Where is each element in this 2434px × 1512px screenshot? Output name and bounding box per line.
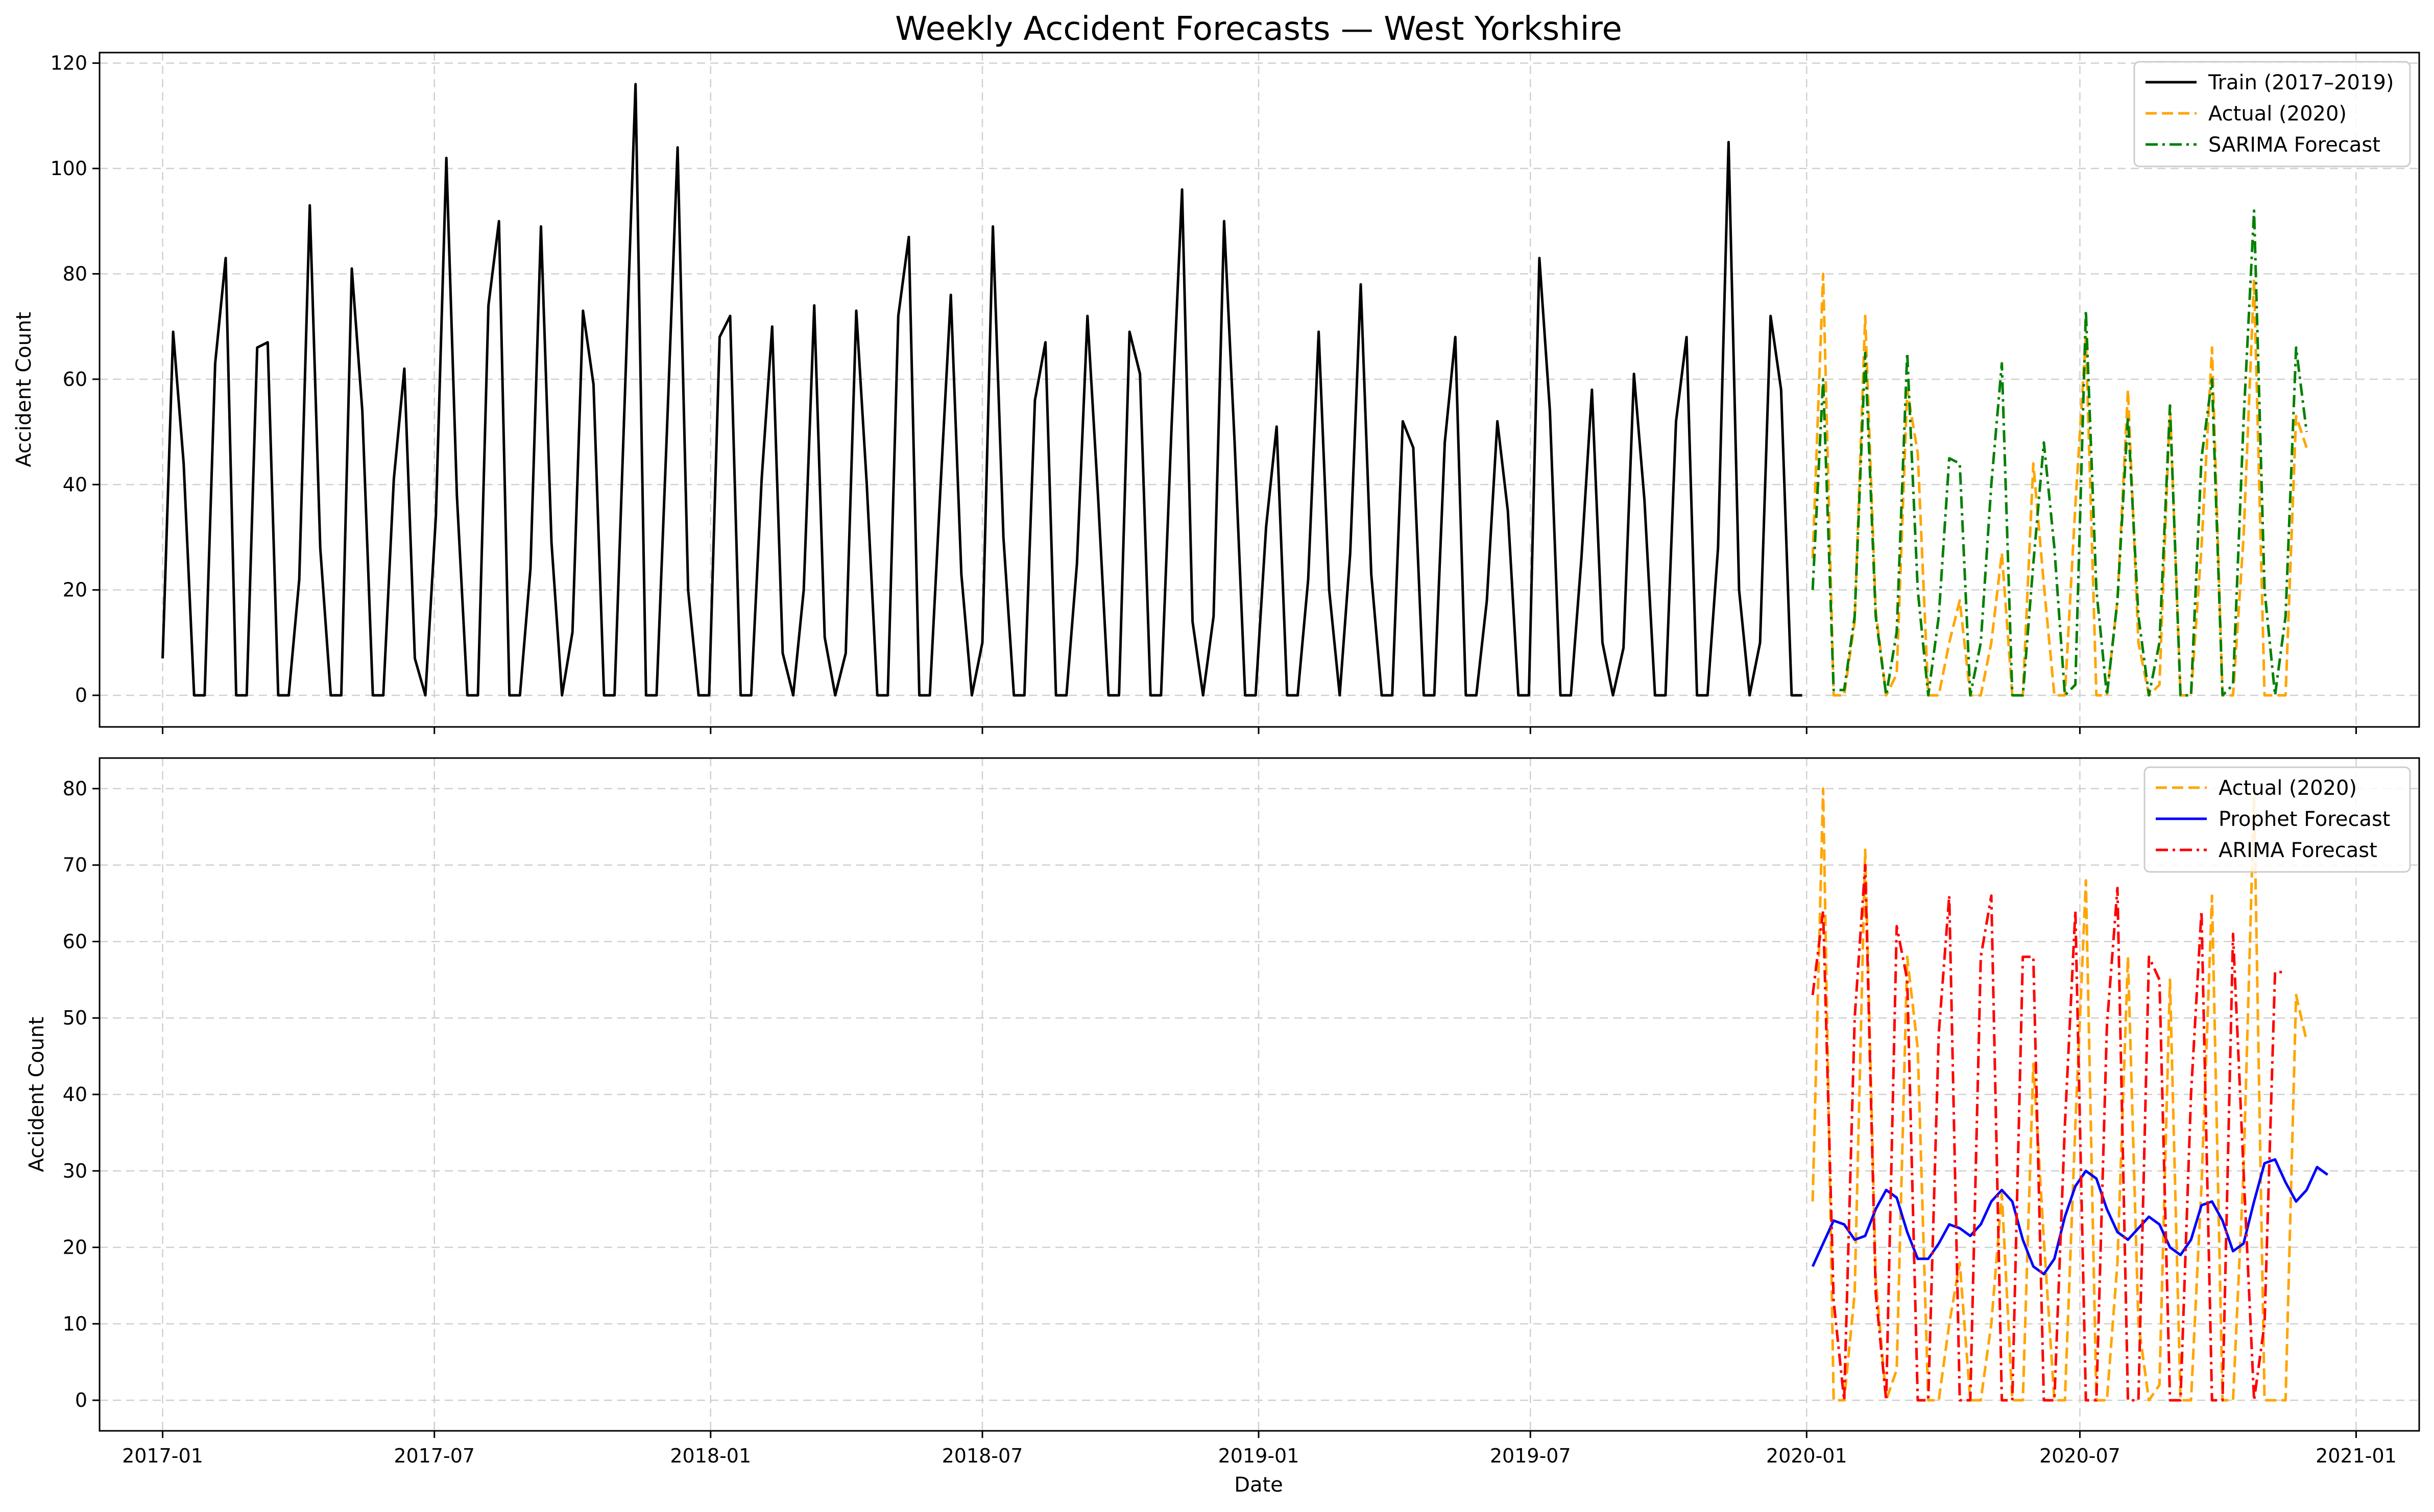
series-line-0 [161, 83, 1802, 697]
bottom-ticks: 2017-01 2017-07 2018-01 2018-07 2019-01 2019-… [63, 777, 2397, 1467]
y-tick-label: 70 [63, 854, 87, 876]
y-tick-label: 40 [63, 473, 87, 496]
x-tick-label: 2020-01 [1766, 1445, 1847, 1467]
x-tick-label: 2018-07 [942, 1445, 1023, 1467]
y-tick-label: 120 [50, 52, 87, 75]
bottom-grid [100, 758, 2419, 1431]
legend-box [2143, 766, 2411, 873]
legend-label: SARIMA Forecast [2208, 133, 2380, 157]
x-tick-label: 2017-01 [122, 1445, 203, 1467]
bottom-series [1811, 787, 2329, 1402]
legend-label: ARIMA Forecast [2219, 839, 2377, 862]
x-tick-label: 2019-07 [1490, 1445, 1571, 1467]
y-tick-label: 0 [75, 1389, 87, 1411]
legend-label: Train (2017–2019) [2208, 71, 2394, 94]
y-tick-label: 20 [63, 1236, 87, 1259]
x-tick-label: 2020-07 [2039, 1445, 2120, 1467]
y-tick-label: 0 [75, 684, 87, 706]
top-panel: 0 20 40 60 80 100 120 Accident Count Train (20… [12, 52, 2420, 734]
y-tick-label: 40 [63, 1083, 87, 1106]
series-line-1 [1811, 1158, 2329, 1276]
legend-label: Actual (2020) [2208, 102, 2347, 126]
top-legend: Train (2017–2019) Actual (2020) SARIMA For… [2133, 61, 2411, 167]
x-tick-label: 2018-01 [670, 1445, 751, 1467]
top-grid [100, 53, 2419, 727]
y-tick-label: 50 [63, 1007, 87, 1029]
legend-box [2133, 61, 2411, 167]
bottom-legend: Actual (2020) Prophet Forecast ARIMA Forec… [2143, 766, 2411, 873]
series-line-0 [1811, 787, 2308, 1402]
y-tick-label: 30 [63, 1160, 87, 1182]
x-axis-label: Date [1234, 1473, 1283, 1497]
y-tick-label: 80 [63, 777, 87, 800]
y-tick-label: 80 [63, 262, 87, 285]
x-tick-label: 2021-01 [2316, 1445, 2397, 1467]
bottom-panel: 2017-01 2017-07 2018-01 2018-07 2019-01 2019-… [25, 757, 2420, 1467]
x-tick-label: 2017-07 [394, 1445, 475, 1467]
legend-label: Prophet Forecast [2219, 808, 2390, 831]
series-line-2 [1811, 864, 2286, 1402]
top-ticks: 0 20 40 60 80 100 120 [50, 52, 2357, 734]
chart-title: Weekly Accident Forecasts — West Yorkshi… [895, 10, 1622, 48]
bottom-y-axis-label: Accident Count [25, 1017, 49, 1172]
y-tick-label: 60 [63, 368, 87, 391]
top-series [161, 83, 2308, 697]
y-tick-label: 60 [63, 930, 87, 953]
x-tick-label: 2019-01 [1218, 1445, 1299, 1467]
series-line-2 [1811, 209, 2308, 697]
y-tick-label: 20 [63, 579, 87, 601]
y-tick-label: 10 [63, 1312, 87, 1335]
y-tick-label: 100 [50, 157, 87, 180]
top-y-axis-label: Accident Count [12, 312, 36, 467]
legend-label: Actual (2020) [2219, 776, 2357, 800]
